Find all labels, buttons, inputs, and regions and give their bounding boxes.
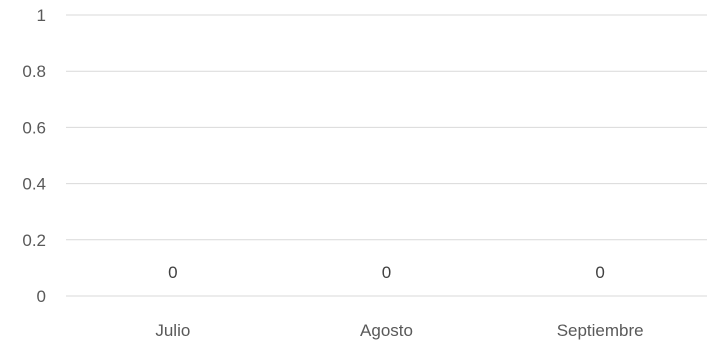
data-label: 0 [168, 263, 177, 282]
x-category-label: Agosto [360, 321, 413, 340]
x-category-label: Septiembre [557, 321, 644, 340]
y-tick-label: 0.2 [22, 231, 46, 250]
y-axis-tick-labels: 0 0.2 0.4 0.6 0.8 1 [22, 6, 46, 306]
x-category-label: Julio [155, 321, 190, 340]
x-axis-category-labels: Julio Agosto Septiembre [155, 321, 643, 340]
y-tick-label: 1 [37, 6, 46, 25]
data-label: 0 [382, 263, 391, 282]
data-label: 0 [595, 263, 604, 282]
data-labels: 0 0 0 [168, 263, 605, 282]
y-tick-label: 0.8 [22, 62, 46, 81]
gridlines [66, 14, 707, 297]
y-tick-label: 0 [37, 287, 46, 306]
y-tick-label: 0.4 [22, 175, 46, 194]
y-tick-label: 0.6 [22, 118, 46, 137]
